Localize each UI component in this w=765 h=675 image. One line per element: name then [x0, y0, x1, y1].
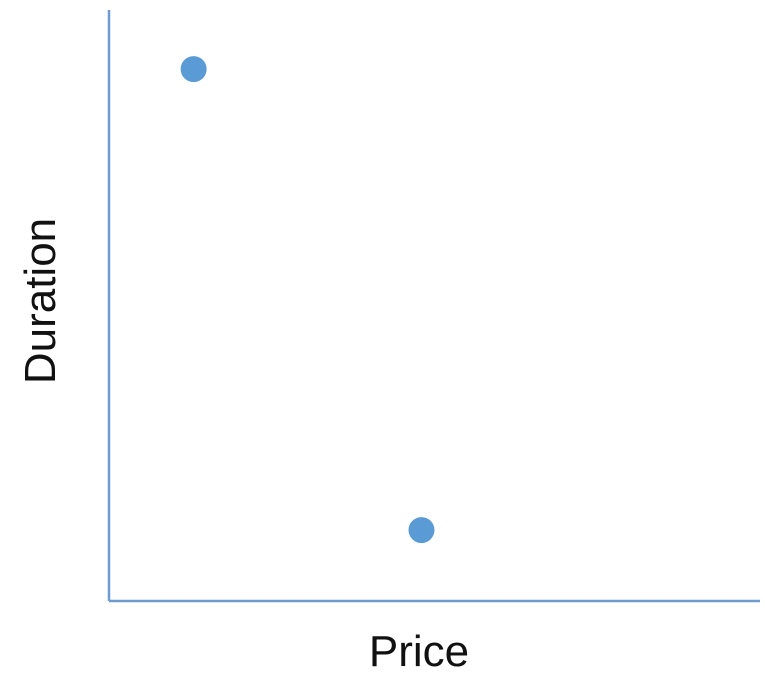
- x-axis-title: Price: [369, 627, 469, 675]
- data-point-1: [180, 56, 207, 83]
- data-points: [180, 56, 435, 544]
- data-point-2: [408, 517, 435, 544]
- y-axis-title: Duration: [16, 218, 65, 384]
